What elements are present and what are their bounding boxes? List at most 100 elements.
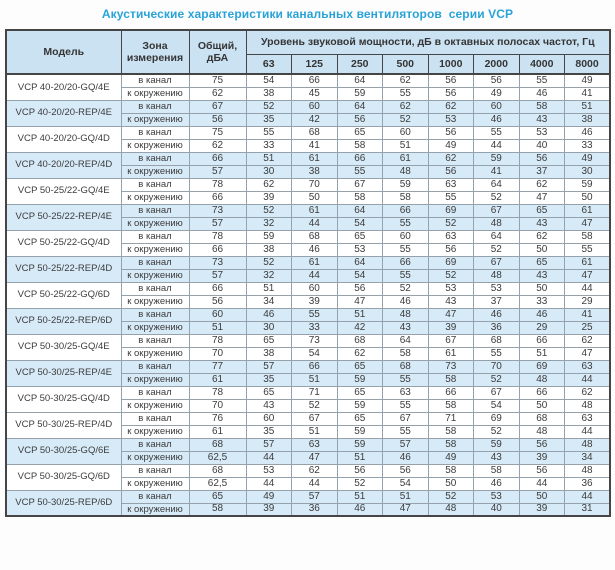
total-dba-cell: 62,5 [188,476,247,491]
band-value-cell: 55 [382,216,429,231]
band-value-cell: 37 [473,294,520,309]
band-value-cell: 39 [245,502,292,517]
band-value-cell: 62 [382,73,429,88]
band-value-cell: 71 [291,385,338,400]
total-dba-cell: 62,5 [188,450,247,465]
band-value-cell: 43 [473,450,520,465]
total-dba-cell: 73 [188,203,247,218]
zone-cell: к окружению [120,372,190,387]
band-value-cell: 51 [564,99,612,114]
band-value-cell: 44 [245,450,292,465]
band-value-cell: 33 [564,138,612,153]
band-value-cell: 64 [336,255,383,270]
header-freq-4000: 4000 [518,53,565,75]
band-value-cell: 47 [518,190,565,205]
band-value-cell: 56 [427,125,474,140]
band-value-cell: 55 [382,86,429,101]
band-value-cell: 66 [382,203,429,218]
model-cell: VCP 40-20/20-REP/4E [5,99,122,127]
band-value-cell: 52 [245,255,292,270]
band-value-cell: 66 [336,151,383,166]
band-value-cell: 47 [564,346,612,361]
band-value-cell: 56 [427,242,474,257]
header-zone: Зона измерения [120,29,190,75]
band-value-cell: 55 [427,190,474,205]
band-value-cell: 58 [427,398,474,413]
band-value-cell: 35 [245,372,292,387]
band-value-cell: 38 [245,242,292,257]
total-dba-cell: 57 [188,216,247,231]
band-value-cell: 66 [518,385,565,400]
band-value-cell: 48 [518,372,565,387]
table-row: к окружению 61 35 51 59 55 58 52 48 44 [6,372,612,387]
band-value-cell: 43 [382,320,429,335]
band-value-cell: 59 [245,229,292,244]
band-value-cell: 52 [382,281,429,296]
zone-cell: в канал [120,177,190,192]
band-value-cell: 56 [382,463,429,478]
band-value-cell: 67 [473,203,520,218]
band-value-cell: 65 [336,359,383,374]
band-value-cell: 50 [291,190,338,205]
table-row: VCP 50-30/25-REP/4D в канал 76 60 67 65 67 71 69… [5,411,612,439]
zone-cell: к окружению [120,268,190,283]
header-model: Модель [5,29,122,75]
band-value-cell: 68 [291,125,338,140]
table-row: к окружению 66 39 50 58 58 55 52 47 50 [6,190,612,205]
total-dba-cell: 78 [188,333,247,348]
band-value-cell: 34 [564,450,612,465]
band-value-cell: 57 [245,437,292,452]
band-value-cell: 49 [427,450,474,465]
band-value-cell: 53 [473,489,520,504]
zone-cell: к окружению [120,294,190,309]
band-value-cell: 40 [518,138,565,153]
band-value-cell: 67 [473,255,520,270]
band-value-cell: 52 [473,372,520,387]
band-value-cell: 56 [336,281,383,296]
band-value-cell: 31 [564,502,612,517]
band-value-cell: 36 [564,476,612,491]
band-value-cell: 69 [427,203,474,218]
table-row: VCP 50-30/25-GQ/4E в канал 78 65 73 68 64 67 68 6… [5,333,612,361]
band-value-cell: 52 [473,424,520,439]
band-value-cell: 54 [382,476,429,491]
total-dba-cell: 68 [188,437,247,452]
table-row: к окружению 62 33 41 58 51 49 44 40 33 [6,138,612,153]
band-value-cell: 59 [564,177,612,192]
band-value-cell: 44 [564,489,612,504]
total-dba-cell: 77 [188,359,247,374]
band-value-cell: 53 [336,242,383,257]
band-value-cell: 70 [291,177,338,192]
band-value-cell: 46 [564,125,612,140]
band-value-cell: 64 [473,229,520,244]
band-value-cell: 43 [518,112,565,127]
band-value-cell: 39 [291,294,338,309]
band-value-cell: 51 [336,307,383,322]
band-value-cell: 33 [291,320,338,335]
band-value-cell: 63 [427,229,474,244]
band-value-cell: 49 [245,489,292,504]
band-value-cell: 58 [473,463,520,478]
band-value-cell: 35 [245,112,292,127]
band-value-cell: 53 [518,125,565,140]
band-value-cell: 58 [564,229,612,244]
model-cell: VCP 50-30/25-REP/4D [5,411,122,439]
band-value-cell: 60 [291,281,338,296]
total-dba-cell: 75 [188,73,247,88]
band-value-cell: 55 [245,125,292,140]
band-value-cell: 62 [564,333,612,348]
band-value-cell: 60 [382,125,429,140]
band-value-cell: 47 [427,307,474,322]
table-body: VCP 40-20/20-GQ/4E в канал 75 54 66 64 62 56 56 5… [5,73,612,517]
band-value-cell: 39 [518,502,565,517]
band-value-cell: 62 [427,151,474,166]
band-value-cell: 46 [473,476,520,491]
band-value-cell: 48 [564,398,612,413]
table-row: к окружению 61 35 51 59 55 58 52 48 44 [6,424,612,439]
table-row: VCP 50-30/25-GQ/4D в канал 78 65 71 65 63 66 67 6… [5,385,612,413]
zone-cell: в канал [120,359,190,374]
band-value-cell: 49 [564,73,612,88]
band-value-cell: 46 [245,307,292,322]
zone-cell: в канал [120,385,190,400]
